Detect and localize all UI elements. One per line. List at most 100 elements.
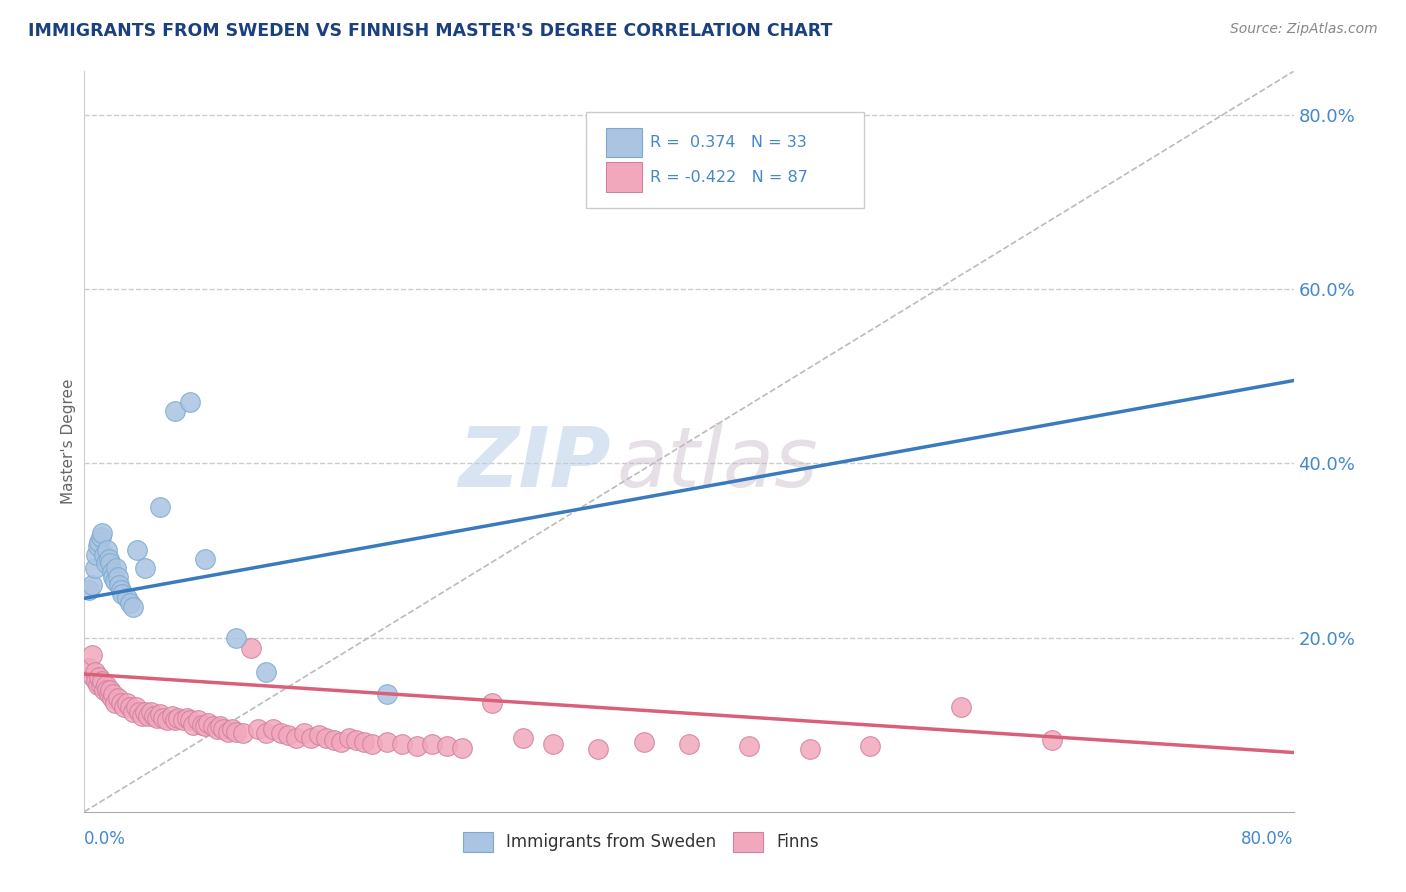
Point <box>588 742 610 756</box>
Point <box>420 737 443 751</box>
Point <box>77 582 100 597</box>
Point <box>152 711 174 725</box>
Point <box>207 722 229 736</box>
Point <box>481 696 503 710</box>
Text: Source: ZipAtlas.com: Source: ZipAtlas.com <box>1230 22 1378 37</box>
FancyBboxPatch shape <box>586 112 865 209</box>
Point <box>262 722 284 736</box>
Point <box>277 728 299 742</box>
Point <box>239 640 262 655</box>
Point <box>118 596 141 610</box>
Point <box>541 737 564 751</box>
Point <box>285 731 308 745</box>
Point <box>322 733 344 747</box>
Point <box>121 600 143 615</box>
Point <box>86 548 108 562</box>
Point <box>225 724 247 739</box>
Text: R = -0.422   N = 87: R = -0.422 N = 87 <box>650 169 808 185</box>
Point <box>678 737 700 751</box>
Point <box>104 574 127 588</box>
Point <box>194 719 217 733</box>
Point <box>128 705 150 719</box>
Point <box>225 631 247 645</box>
Point <box>80 578 103 592</box>
Point <box>90 678 112 692</box>
Point <box>77 661 100 675</box>
Y-axis label: Master's Degree: Master's Degree <box>60 379 76 504</box>
Point <box>512 731 534 745</box>
Point <box>156 713 179 727</box>
Point <box>105 561 128 575</box>
Point <box>107 691 129 706</box>
Point <box>115 591 138 606</box>
Point <box>112 700 135 714</box>
Point <box>90 530 112 544</box>
Point <box>859 739 882 754</box>
FancyBboxPatch shape <box>606 128 641 157</box>
Point <box>87 539 110 553</box>
Point <box>127 543 149 558</box>
Point <box>172 713 194 727</box>
Point <box>254 726 277 740</box>
Point <box>93 548 115 562</box>
Point <box>191 717 214 731</box>
Point <box>337 731 360 745</box>
Point <box>1040 733 1063 747</box>
Point <box>167 711 190 725</box>
Point <box>181 717 204 731</box>
Point <box>375 735 398 749</box>
Point <box>84 665 107 680</box>
Point <box>950 700 973 714</box>
Point <box>131 709 153 723</box>
Point <box>97 552 120 566</box>
Point <box>89 534 111 549</box>
Point <box>308 728 330 742</box>
Point <box>134 705 156 719</box>
Point <box>633 735 655 749</box>
Point <box>197 715 219 730</box>
Point <box>194 552 217 566</box>
Point <box>100 565 122 579</box>
Point <box>89 670 111 684</box>
Point <box>80 648 103 662</box>
Point <box>84 561 107 575</box>
Point <box>91 526 114 541</box>
Point <box>375 687 398 701</box>
Point <box>212 722 235 736</box>
Point <box>134 561 156 575</box>
Point <box>101 569 124 583</box>
Point <box>179 713 201 727</box>
Text: atlas: atlas <box>616 423 818 504</box>
Point <box>160 709 183 723</box>
Point <box>87 678 110 692</box>
Point <box>187 713 209 727</box>
Point <box>247 722 270 736</box>
Point <box>451 741 474 756</box>
Point <box>165 713 187 727</box>
Point <box>142 709 165 723</box>
Point <box>98 557 121 571</box>
Point <box>104 696 127 710</box>
Point <box>209 719 232 733</box>
Point <box>97 687 120 701</box>
Point <box>94 557 117 571</box>
Point <box>176 711 198 725</box>
Point <box>91 674 114 689</box>
Point <box>270 726 292 740</box>
Point <box>149 707 172 722</box>
Point <box>111 587 134 601</box>
Point <box>125 700 148 714</box>
Legend: Immigrants from Sweden, Finns: Immigrants from Sweden, Finns <box>463 832 818 852</box>
Point <box>100 691 122 706</box>
Point <box>232 726 254 740</box>
Point <box>149 500 172 514</box>
Point <box>118 700 141 714</box>
Point <box>93 682 115 697</box>
Point <box>315 731 337 745</box>
Point <box>107 569 129 583</box>
Point <box>738 739 761 754</box>
Text: ZIP: ZIP <box>458 423 610 504</box>
Point <box>330 735 353 749</box>
Point <box>110 696 132 710</box>
Point <box>299 731 322 745</box>
